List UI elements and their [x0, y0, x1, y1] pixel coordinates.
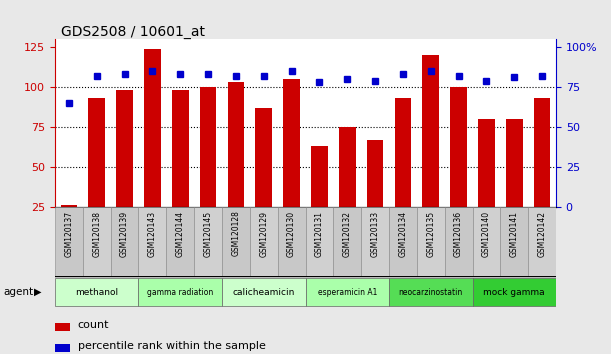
Bar [200, 87, 216, 247]
Bar [83, 207, 111, 276]
Bar [445, 207, 472, 276]
Text: GSM120132: GSM120132 [343, 211, 352, 257]
Bar [306, 207, 334, 276]
Text: GSM120145: GSM120145 [203, 211, 213, 257]
Bar [472, 207, 500, 276]
Bar [55, 207, 83, 276]
Bar [222, 278, 306, 307]
Bar [306, 278, 389, 307]
Bar [472, 278, 556, 307]
Bar [139, 207, 166, 276]
Text: GSM120142: GSM120142 [538, 211, 547, 257]
Bar [250, 207, 277, 276]
Bar [144, 48, 161, 247]
Text: GSM120129: GSM120129 [259, 211, 268, 257]
Bar [194, 207, 222, 276]
Text: GSM120144: GSM120144 [176, 211, 185, 257]
Text: agent: agent [3, 287, 33, 297]
Text: GSM120143: GSM120143 [148, 211, 157, 257]
Text: GSM120136: GSM120136 [454, 211, 463, 257]
Bar [111, 207, 139, 276]
Bar [172, 90, 189, 247]
Text: GDS2508 / 10601_at: GDS2508 / 10601_at [61, 25, 205, 39]
Bar [284, 79, 300, 247]
Bar [255, 108, 272, 247]
Bar [166, 207, 194, 276]
Text: gamma radiation: gamma radiation [147, 287, 213, 297]
Bar [417, 207, 445, 276]
Text: GSM120130: GSM120130 [287, 211, 296, 257]
Bar [116, 90, 133, 247]
Bar [389, 278, 472, 307]
Bar [222, 207, 250, 276]
Text: GSM120140: GSM120140 [482, 211, 491, 257]
Bar [506, 119, 522, 247]
Text: GSM120141: GSM120141 [510, 211, 519, 257]
Bar [422, 55, 439, 247]
Bar [89, 98, 105, 247]
Bar [55, 278, 139, 307]
Bar [478, 119, 495, 247]
Bar [339, 127, 356, 247]
Bar [528, 207, 556, 276]
Bar [55, 323, 70, 331]
Text: calicheamicin: calicheamicin [233, 287, 295, 297]
Bar [277, 207, 306, 276]
Bar [534, 98, 551, 247]
Text: count: count [78, 320, 109, 330]
Text: esperamicin A1: esperamicin A1 [318, 287, 377, 297]
Text: GSM120134: GSM120134 [398, 211, 408, 257]
Text: ▶: ▶ [34, 287, 41, 297]
Text: GSM120135: GSM120135 [426, 211, 435, 257]
Text: percentile rank within the sample: percentile rank within the sample [78, 341, 265, 352]
Bar [55, 344, 70, 352]
Text: GSM120138: GSM120138 [92, 211, 101, 257]
Bar [227, 82, 244, 247]
Bar [361, 207, 389, 276]
Bar [334, 207, 361, 276]
Bar [311, 146, 327, 247]
Bar [395, 98, 411, 247]
Bar [500, 207, 528, 276]
Text: GSM120139: GSM120139 [120, 211, 129, 257]
Text: methanol: methanol [75, 287, 119, 297]
Text: GSM120133: GSM120133 [371, 211, 379, 257]
Bar [60, 205, 77, 247]
Text: GSM120128: GSM120128 [232, 211, 240, 256]
Text: GSM120137: GSM120137 [64, 211, 73, 257]
Text: GSM120131: GSM120131 [315, 211, 324, 257]
Text: neocarzinostatin: neocarzinostatin [398, 287, 463, 297]
Bar [367, 140, 384, 247]
Bar [450, 87, 467, 247]
Text: mock gamma: mock gamma [483, 287, 545, 297]
Bar [389, 207, 417, 276]
Bar [139, 278, 222, 307]
